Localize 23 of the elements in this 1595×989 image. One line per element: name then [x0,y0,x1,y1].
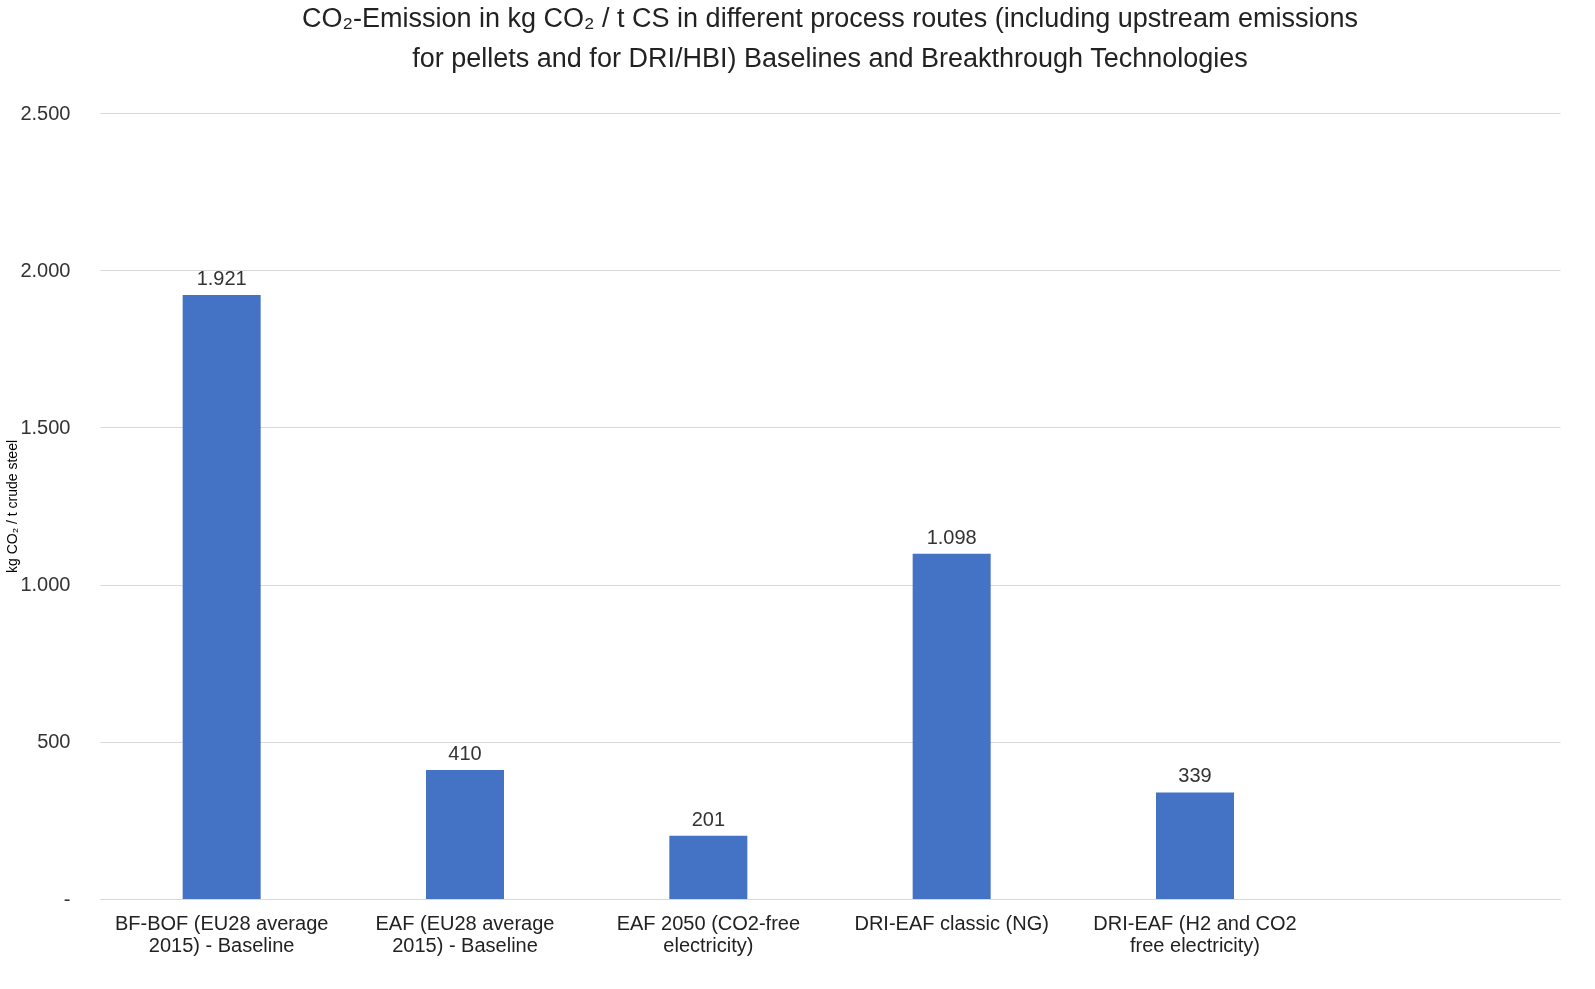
data-label: 1.921 [196,267,247,290]
bar [426,770,504,899]
y-tick-label: - [63,887,71,910]
data-label: 1.098 [926,525,977,548]
y-tick-label: 2.000 [20,258,71,281]
data-label: 201 [691,807,726,830]
x-tick-label: EAF 2050 (CO2-free electricity) [616,911,801,956]
y-tick-label: 2.500 [20,101,71,124]
y-tick-label: 500 [37,730,71,753]
y-tick-label: 1.000 [20,573,71,596]
x-tick-label: DRI-EAF (H2 and CO2 free electricity) [1093,911,1297,956]
data-label: 410 [448,742,482,765]
data-label: 339 [1178,764,1212,787]
y-axis-title: kg CO₂ / t crude steel [4,439,21,574]
x-tick-label: DRI-EAF classic (NG) [854,911,1049,934]
y-tick-label: 1.500 [20,415,71,438]
x-tick-label: EAF (EU28 average 2015) - Baseline [375,911,555,956]
x-tick-label: BF-BOF (EU28 average 2015) - Baseline [114,911,329,956]
bar [912,553,991,899]
chart-title: CO₂-Emission in kg CO₂ / t CS in different process routes (including upstream emissions for pellets and for DRI/HBI) Baselines and Breakthrough Technologies [302,3,1358,73]
bar [182,295,261,899]
bar [1156,792,1234,899]
bar [669,835,748,899]
